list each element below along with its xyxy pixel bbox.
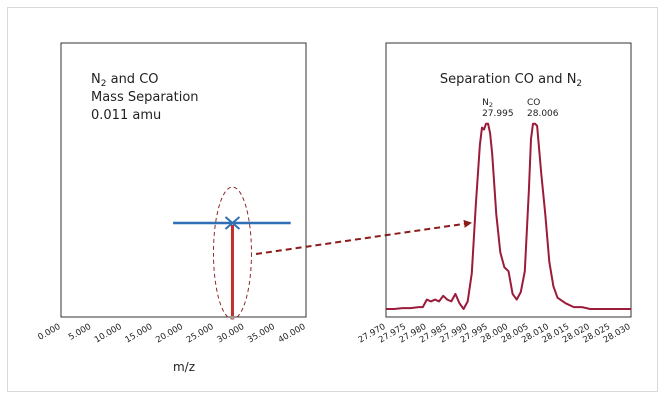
spectrum-line (386, 122, 631, 310)
peak-label-name: N2 (482, 98, 493, 109)
error-bar-right-head (230, 216, 241, 230)
peak-highlight-ellipse (212, 186, 252, 320)
left-x-tick-label: 5.000 (67, 322, 93, 343)
left-x-tick-label: 20.000 (154, 322, 185, 346)
left-chart: N2 and CO Mass Separation 0.011 amu 0.00… (36, 42, 308, 374)
left-chart-subtitle-2: 0.011 amu (91, 108, 161, 123)
left-x-tick-label: 40.000 (277, 322, 308, 346)
left-x-tick-label: 10.000 (93, 322, 124, 346)
left-plot-frame (60, 42, 307, 318)
left-x-tick-label: 35.000 (246, 322, 277, 346)
left-x-tick-label: 30.000 (215, 322, 246, 346)
left-x-axis-label: m/z (173, 360, 195, 374)
error-bar-marker (224, 216, 241, 230)
peak-label-name: CO (527, 98, 540, 108)
left-x-tick-label: 25.000 (185, 322, 216, 346)
left-chart-title: N2 and CO (91, 72, 159, 89)
peak-label-value: 28.006 (527, 109, 559, 119)
left-x-tick-label: 15.000 (124, 322, 155, 346)
right-chart-title: Separation CO and N2 (440, 72, 582, 89)
left-x-tick-label: 0.000 (36, 322, 62, 343)
right-x-ticks: 27.97027.97527.98027.98527.99027.99528.0… (357, 322, 633, 346)
zoom-arrow (255, 219, 472, 255)
left-x-ticks: 0.000 5.000 10.000 15.000 20.000 25.000 30.000… (36, 322, 307, 346)
right-plot-frame (385, 42, 632, 318)
left-chart-subtitle-1: Mass Separation (91, 90, 199, 105)
peak-label-value: 27.995 (482, 109, 514, 119)
figure-border (7, 7, 658, 392)
